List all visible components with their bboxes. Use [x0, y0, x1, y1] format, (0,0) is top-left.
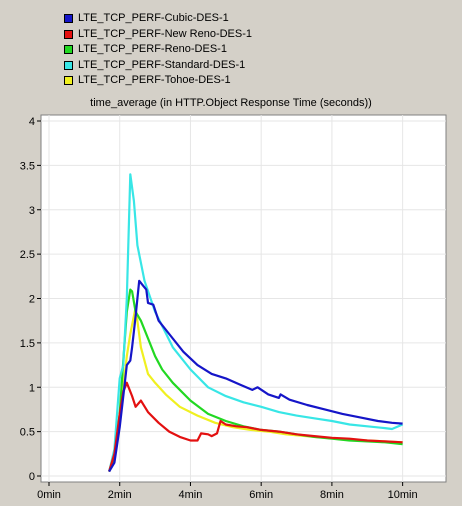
legend-item-new-reno: LTE_TCP_PERF-New Reno-DES-1 [64, 27, 252, 43]
legend-label-cubic: LTE_TCP_PERF-Cubic-DES-1 [78, 12, 229, 24]
x-tick-label: 4min [179, 489, 203, 501]
x-tick-label: 6min [249, 489, 273, 501]
x-tick-label: 0min [37, 489, 61, 501]
series-line-lte-tcp-perf-standard-des-1 [108, 173, 404, 472]
y-tick-label: 3 [29, 205, 35, 217]
legend-swatch-reno [64, 45, 73, 55]
legend-label-new-reno: LTE_TCP_PERF-New Reno-DES-1 [78, 27, 253, 40]
y-tick-label: 1 [29, 382, 35, 394]
legend-item-standard: LTE_TCP_PERF-Standard-DES-1 [64, 58, 252, 74]
y-tick-label: 4 [29, 116, 35, 128]
series-line-lte-tcp-perf-new-reno-des-1 [108, 381, 403, 472]
y-tick-label: 2.5 [20, 249, 35, 261]
chart-legend: LTE_TCP_PERF-Cubic-DES-1 LTE_TCP_PERF-Ne… [64, 11, 252, 89]
legend-label-standard: LTE_TCP_PERF-Standard-DES-1 [78, 58, 246, 71]
series-line-lte-tcp-perf-cubic-des-1 [108, 279, 403, 473]
legend-swatch-new-reno [64, 29, 73, 39]
legend-swatch-cubic [64, 14, 73, 24]
series-lines [108, 173, 404, 473]
x-tick-label: 8min [320, 489, 344, 501]
y-tick-label: 2 [29, 294, 35, 306]
legend-label-reno: LTE_TCP_PERF-Reno-DES-1 [78, 43, 227, 55]
chart-title: time_average (in HTTP.Object Response Ti… [90, 97, 372, 109]
legend-label-tohoe: LTE_TCP_PERF-Tohoe-DES-1 [78, 74, 231, 86]
axes: 0 0.5 1 1.5 2 2.5 3 3.5 4 0min 2min 4min 6min 8min 10m… [20, 116, 418, 501]
x-tick-label: 10min [388, 489, 418, 501]
legend-swatch-standard [64, 60, 73, 70]
legend-item-tohoe: LTE_TCP_PERF-Tohoe-DES-1 [64, 73, 252, 89]
y-tick-label: 3.5 [20, 160, 35, 172]
legend-item-reno: LTE_TCP_PERF-Reno-DES-1 [64, 42, 252, 58]
x-tick-label: 2min [108, 489, 132, 501]
legend-item-cubic: LTE_TCP_PERF-Cubic-DES-1 [64, 11, 252, 27]
y-tick-label: 0 [29, 471, 35, 483]
y-tick-label: 1.5 [20, 338, 35, 350]
y-tick-label: 0.5 [20, 427, 35, 439]
legend-swatch-tohoe [64, 76, 73, 86]
